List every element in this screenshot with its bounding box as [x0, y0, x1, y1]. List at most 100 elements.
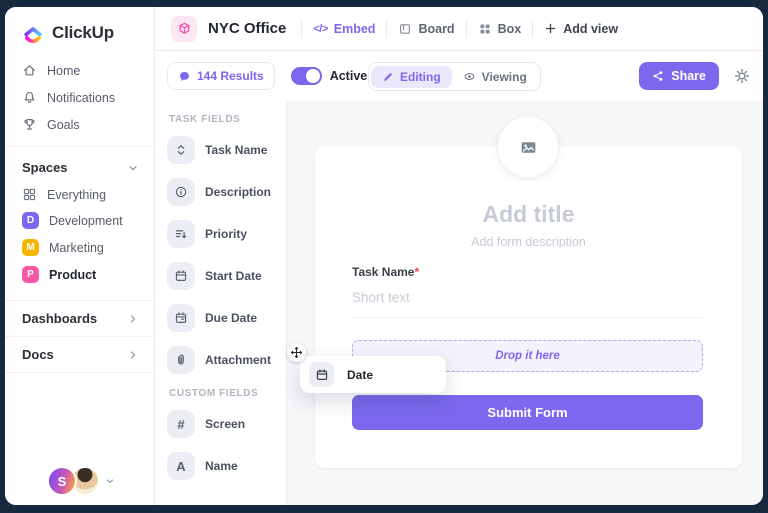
- space-label: Development: [49, 213, 123, 228]
- sort-icon: [167, 136, 195, 164]
- sidebar-item-development[interactable]: D Development: [5, 207, 154, 234]
- editing-mode-button[interactable]: Editing: [371, 65, 452, 88]
- box-grid-icon: [478, 22, 492, 36]
- space-label: Marketing: [49, 240, 104, 255]
- space-label: Everything: [47, 187, 107, 202]
- board-icon: [398, 22, 412, 36]
- view-topbar: NYC Office </> Embed Board Box: [155, 7, 763, 51]
- workspace-title: NYC Office: [208, 20, 287, 37]
- sidebar-item-home[interactable]: Home: [5, 57, 154, 84]
- toggle-knob: [305, 69, 320, 83]
- plus-icon: [544, 22, 557, 35]
- field-item-task-name[interactable]: Task Name: [167, 136, 286, 164]
- custom-fields-header: CUSTOM FIELDS: [169, 388, 259, 399]
- space-badge-product: P: [22, 266, 39, 283]
- tab-box[interactable]: Box: [478, 21, 522, 36]
- active-toggle-label: Active: [329, 69, 368, 83]
- sidebar-item-label: Home: [47, 63, 81, 78]
- form-title-placeholder[interactable]: Add title: [482, 201, 575, 227]
- active-toggle[interactable]: [290, 67, 322, 85]
- chevron-right-icon: [127, 349, 139, 361]
- sidebar-item-goals[interactable]: Goals: [5, 111, 154, 138]
- workspace-cube-icon: [171, 15, 197, 42]
- tab-label: Embed: [333, 21, 376, 36]
- settings-gear-icon[interactable]: [734, 68, 750, 84]
- sidebar-item-notifications[interactable]: Notifications: [5, 84, 154, 111]
- field-item-priority[interactable]: Priority: [167, 220, 286, 248]
- sidebar-item-marketing[interactable]: M Marketing: [5, 234, 154, 261]
- field-label: Screen: [205, 417, 246, 431]
- results-count: 144 Results: [197, 69, 264, 83]
- tab-board[interactable]: Board: [398, 21, 455, 36]
- form-description-placeholder[interactable]: Add form description: [471, 235, 586, 249]
- home-icon: [22, 63, 37, 78]
- sidebar-item-label: Notifications: [47, 90, 116, 105]
- spaces-header-label: Spaces: [22, 160, 68, 175]
- chevron-down-icon: [127, 162, 139, 174]
- field-label: Task Name: [205, 143, 268, 157]
- number-icon: #: [167, 410, 195, 438]
- field-item-name[interactable]: A Name: [167, 452, 286, 480]
- field-item-screen[interactable]: # Screen: [167, 410, 286, 438]
- tab-label: Box: [497, 21, 522, 36]
- field-item-description[interactable]: Description: [167, 178, 286, 206]
- space-label: Product: [49, 267, 97, 282]
- text-icon: A: [167, 452, 195, 480]
- submit-form-label: Submit Form: [487, 405, 568, 420]
- sidebar-item-everything[interactable]: Everything: [5, 182, 154, 207]
- divider: [386, 19, 388, 38]
- calendar-icon: [167, 262, 195, 290]
- field-label: Attachment: [205, 353, 272, 367]
- sidebar-item-dashboards[interactable]: Dashboards: [5, 300, 154, 336]
- form-builder-canvas: TASK FIELDS Task Name Description: [155, 101, 763, 505]
- spaces-header[interactable]: Spaces: [5, 153, 154, 182]
- user-row[interactable]: S: [47, 466, 115, 496]
- clickup-logo[interactable]: ClickUp: [5, 7, 154, 57]
- clickup-logo-text: ClickUp: [52, 23, 114, 42]
- task-name-input[interactable]: [352, 288, 703, 318]
- main-region: NYC Office </> Embed Board Box: [155, 7, 763, 505]
- submit-form-button[interactable]: Submit Form: [352, 395, 703, 430]
- editing-label: Editing: [400, 69, 441, 84]
- field-item-attachment[interactable]: Attachment: [167, 346, 286, 374]
- sidebar: ClickUp Home Notifications Goals Spaces: [5, 7, 155, 505]
- workspace-avatar[interactable]: S: [47, 466, 77, 496]
- docs-label: Docs: [22, 347, 54, 362]
- paperclip-icon: [167, 346, 195, 374]
- task-name-field-label: Task Name*: [352, 265, 420, 279]
- calendar-icon: [167, 304, 195, 332]
- clickup-logo-icon: [24, 27, 42, 44]
- form-toolbar: 144 Results Active Editing Viewing: [155, 51, 763, 101]
- field-item-start-date[interactable]: Start Date: [167, 262, 286, 290]
- share-icon: [652, 70, 664, 82]
- tab-label: Board: [418, 21, 455, 36]
- sidebar-item-label: Goals: [47, 117, 80, 132]
- app-window: ClickUp Home Notifications Goals Spaces: [5, 7, 763, 505]
- info-icon: [167, 178, 195, 206]
- divider: [532, 19, 534, 38]
- drop-zone-label: Drop it here: [495, 350, 560, 362]
- pencil-icon: [382, 71, 394, 83]
- date-chip-label: Date: [347, 367, 374, 382]
- form-banner-image-button[interactable]: [498, 117, 558, 177]
- field-item-due-date[interactable]: Due Date: [167, 304, 286, 332]
- field-label: Start Date: [205, 269, 262, 283]
- dragged-date-field-chip[interactable]: Date: [300, 356, 446, 393]
- tab-embed[interactable]: </> Embed: [313, 22, 375, 36]
- eye-icon: [463, 70, 476, 83]
- add-view-button[interactable]: Add view: [544, 22, 618, 36]
- grid-icon: [22, 187, 37, 202]
- mode-segmented-control: Editing Viewing: [368, 62, 541, 91]
- field-label: Name: [205, 459, 238, 473]
- share-button[interactable]: Share: [639, 62, 719, 90]
- sidebar-item-docs[interactable]: Docs: [5, 336, 154, 373]
- move-cursor-icon: [287, 343, 306, 362]
- sidebar-divider: [5, 146, 154, 147]
- space-badge-development: D: [22, 212, 39, 229]
- divider: [301, 19, 303, 38]
- results-badge[interactable]: 144 Results: [167, 62, 275, 90]
- bell-icon: [22, 90, 37, 105]
- sidebar-item-product[interactable]: P Product: [5, 261, 154, 288]
- required-marker: *: [414, 265, 420, 279]
- viewing-mode-button[interactable]: Viewing: [452, 66, 538, 88]
